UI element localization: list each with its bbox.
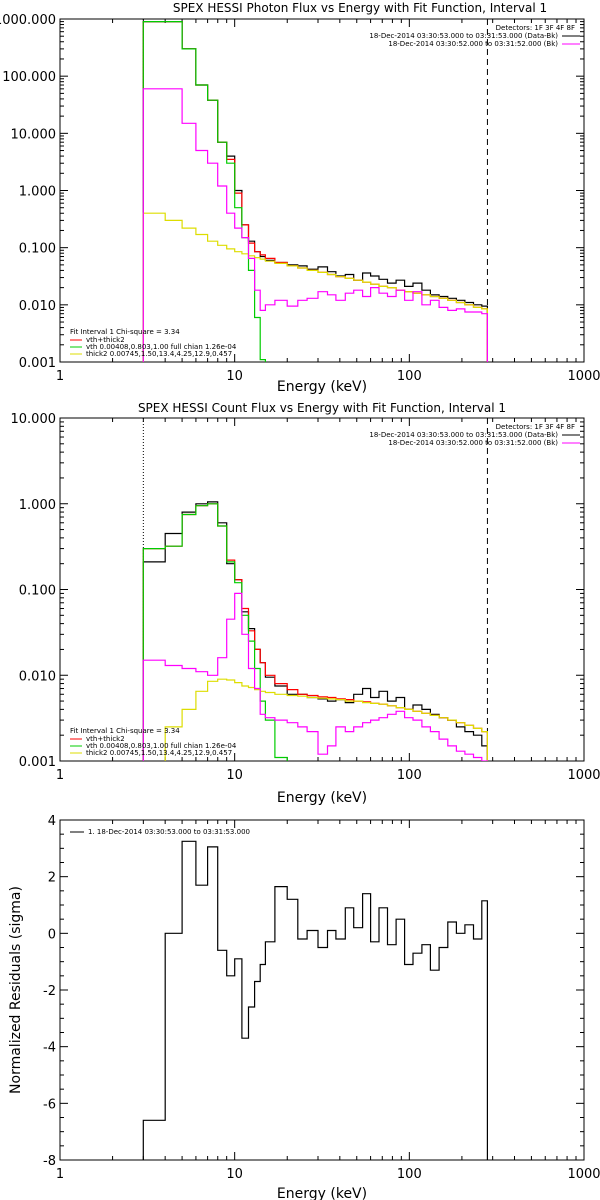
photon-flux-series: [142, 19, 488, 362]
info-detectors: Detectors: 1F 3F 4F 8F: [496, 24, 575, 32]
info-bk-interval-2: 18-Dec-2014 03:30:52.000 to 03:31:52.000…: [388, 439, 558, 447]
fit-powerlaw-label: thick2 0.00745,1.50,13.4,4.25,12.9,0.457: [86, 350, 232, 358]
y-tick-label: 0.001: [19, 356, 56, 371]
count-flux-panel: SPEX HESSI Count Flux vs Energy with Fit…: [11, 401, 600, 806]
y-tick-label: 1.000: [19, 498, 56, 513]
y-tick-label: 10.000: [11, 127, 57, 142]
count-flux-series: [142, 418, 488, 761]
y-tick-label: 0.100: [19, 242, 56, 257]
count-flux-info: Detectors: 1F 3F 4F 8F 18-Dec-2014 03:30…: [369, 423, 580, 447]
photon-flux-xlabel: Energy (keV): [277, 379, 367, 395]
x-tick-label: 1000: [567, 369, 600, 384]
x-tick-label: 100: [397, 768, 422, 783]
x-tick-label: 1: [56, 1167, 64, 1182]
x-tick-label: 1000: [567, 1167, 600, 1182]
photon-flux-fit-legend: Fit Interval 1 Chi-square = 3.34 vth+thi…: [70, 328, 237, 358]
residuals-ylabel: Normalized Residuals (sigma): [8, 886, 24, 1094]
fit-total-label-2: vth+thick2: [86, 735, 125, 743]
photon-flux-ticks: 1 10 100 1000 0.001 0.010 0.100 1.000 10.000 100.…: [0, 13, 600, 384]
fit-thermal-label: vth 0.00408,0.803,1.00 full chian 1.26e-…: [86, 343, 237, 351]
y-tick-label: 2: [48, 871, 56, 886]
count-flux-ticks: 1 10 100 1000 0.001 0.010 0.100 1.000 10.000: [11, 412, 600, 783]
x-tick-label: 100: [397, 1167, 422, 1182]
count-flux-title: SPEX HESSI Count Flux vs Energy with Fit…: [138, 401, 506, 415]
series-3-thick2-0-00745-1-50-13-4-4-25--line: [164, 678, 488, 761]
count-flux-xlabel: Energy (keV): [277, 790, 367, 806]
x-tick-label: 100: [397, 369, 422, 384]
fit-powerlaw-label-2: thick2 0.00745,1.50,13.4,4.25,12.9,0.457: [86, 749, 232, 757]
series-4-series-line: [142, 88, 488, 362]
y-tick-label: -6: [43, 1097, 56, 1112]
series-4-series-line: [142, 592, 488, 761]
y-tick-label: 0.010: [19, 669, 56, 684]
photon-flux-info: Detectors: 1F 3F 4F 8F 18-Dec-2014 03:30…: [369, 24, 580, 48]
x-tick-label: 10: [226, 768, 243, 783]
y-tick-label: 0.001: [19, 755, 56, 770]
residuals-series: [142, 840, 488, 1160]
residuals-xlabel: Energy (keV): [277, 1186, 367, 1200]
info-detectors-2: Detectors: 1F 3F 4F 8F: [496, 423, 575, 431]
info-bk-interval: 18-Dec-2014 03:30:52.000 to 03:31:52.000…: [388, 40, 558, 48]
series-2-vth-0-00408-0-803-1-00-full-ch-line: [142, 21, 266, 362]
fit-total-label: vth+thick2: [86, 336, 125, 344]
x-tick-label: 10: [226, 369, 243, 384]
residuals-legend-label: 1. 18-Dec-2014 03:30:53.000 to 03:31:53.…: [88, 828, 250, 836]
info-data-interval: 18-Dec-2014 03:30:53.000 to 03:31:53.000…: [369, 32, 558, 40]
y-tick-label: 0.100: [19, 584, 56, 599]
residuals-ticks: 1 10 100 1000 -8 -6 -4 -2 0 2 4: [43, 814, 600, 1182]
y-tick-label: 1.000: [19, 185, 56, 200]
x-tick-label: 1: [56, 768, 64, 783]
x-tick-label: 10: [226, 1167, 243, 1182]
fit-chisq-2: Fit Interval 1 Chi-square = 3.34: [70, 727, 180, 735]
y-tick-label: 10.000: [11, 412, 57, 427]
fit-thermal-label-2: vth 0.00408,0.803,1.00 full chian 1.26e-…: [86, 742, 237, 750]
y-tick-label: 1000.000: [0, 13, 56, 28]
residuals-panel: 1 10 100 1000 -8 -6 -4 -2 0 2 4 1. 18-Dec-2014 03:…: [8, 814, 600, 1200]
photon-flux-title: SPEX HESSI Photon Flux vs Energy with Fi…: [173, 1, 547, 15]
y-tick-label: 4: [48, 814, 56, 829]
y-tick-label: -2: [43, 984, 56, 999]
series-3-thick2-0-00745-1-50-13-4-4-25--line: [142, 212, 488, 362]
y-tick-label: 0.010: [19, 299, 56, 314]
y-tick-label: 100.000: [2, 70, 56, 85]
photon-flux-panel: SPEX HESSI Photon Flux vs Energy with Fi…: [0, 1, 600, 395]
series-0-1-18-dec-2014-03-30-53-000-to--line: [142, 840, 488, 1160]
count-flux-fit-legend: Fit Interval 1 Chi-square = 3.34 vth+thi…: [70, 727, 237, 757]
y-tick-label: -4: [43, 1041, 56, 1056]
y-tick-label: 0: [48, 927, 56, 942]
x-tick-label: 1: [56, 369, 64, 384]
info-data-interval-2: 18-Dec-2014 03:30:53.000 to 03:31:53.000…: [369, 431, 558, 439]
x-tick-label: 1000: [567, 768, 600, 783]
y-tick-label: -8: [43, 1154, 56, 1169]
fit-chisq: Fit Interval 1 Chi-square = 3.34: [70, 328, 180, 336]
